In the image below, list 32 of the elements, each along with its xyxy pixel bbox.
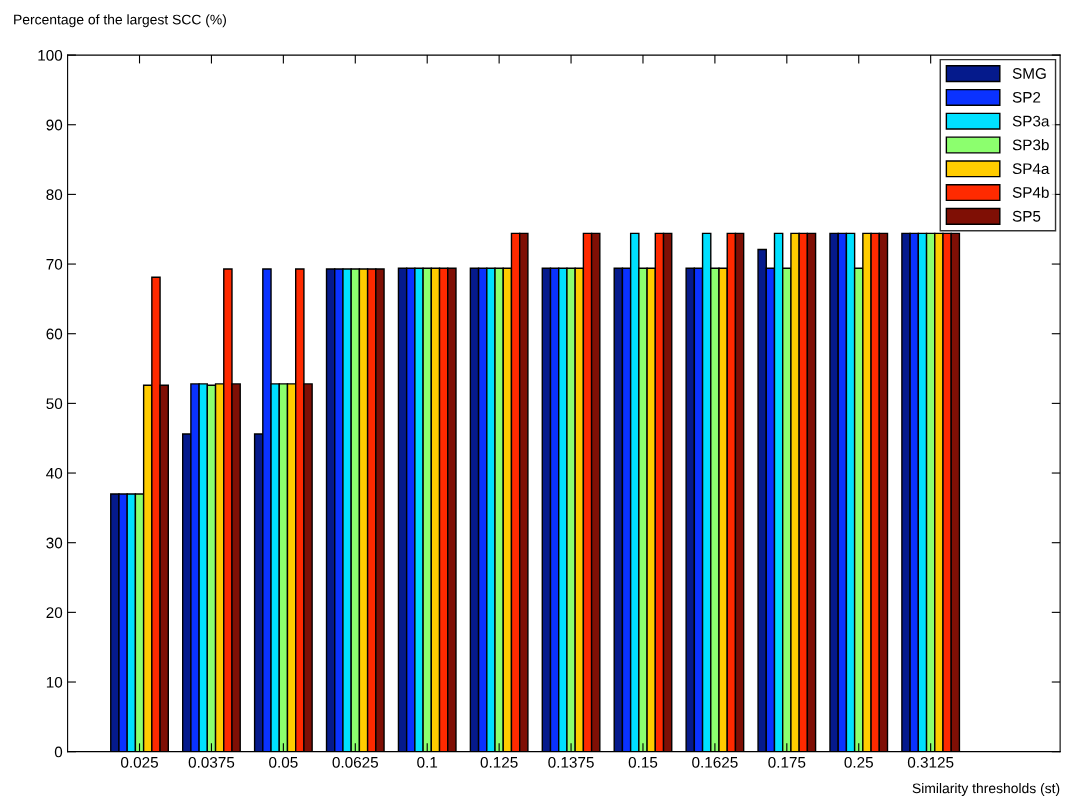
x-tick-label: 0.15 [628, 756, 658, 768]
x-tick-label: 0.1375 [548, 756, 594, 768]
y-tick-label: 50 [46, 398, 63, 410]
x-tick-label: 0.125 [480, 756, 518, 768]
x-tick-label: 0.05 [269, 756, 298, 768]
legend-label: SP5 [1012, 210, 1041, 222]
y-tick-label: 90 [46, 119, 63, 131]
y-tick-label: 80 [46, 189, 63, 201]
x-axis-title: Similarity thresholds (st) [912, 783, 1060, 796]
x-tick-label: 0.0375 [188, 756, 235, 768]
x-tick-label: 0.1625 [692, 756, 738, 768]
x-tick-label: 0.1 [417, 756, 438, 768]
legend-label: SP3a [1012, 115, 1050, 127]
legend-label: SMG [1012, 68, 1046, 79]
y-tick-label: 0 [54, 746, 63, 758]
x-tick-label: 0.3125 [907, 756, 954, 768]
x-tick-label: 0.175 [768, 756, 806, 768]
y-tick-label: 20 [46, 607, 63, 619]
x-tick-label: 0.0625 [332, 756, 379, 768]
y-tick-label: 40 [46, 467, 63, 479]
x-tick-label: 0.25 [844, 756, 873, 768]
y-tick-label: 60 [46, 328, 63, 340]
legend-label: SP3b [1012, 139, 1049, 151]
legend-label: SP4b [1012, 186, 1049, 198]
y-tick-label: 10 [46, 676, 63, 688]
y-tick-label: 100 [38, 49, 63, 61]
y-tick-label: 70 [46, 258, 63, 270]
y-tick-label: 30 [46, 537, 63, 549]
x-tick-label: 0.025 [121, 756, 158, 768]
y-axis-title: Percentage of the largest SCC (%) [14, 14, 226, 28]
legend-label: SP2 [1012, 91, 1041, 103]
legend-label: SP4a [1012, 163, 1050, 175]
